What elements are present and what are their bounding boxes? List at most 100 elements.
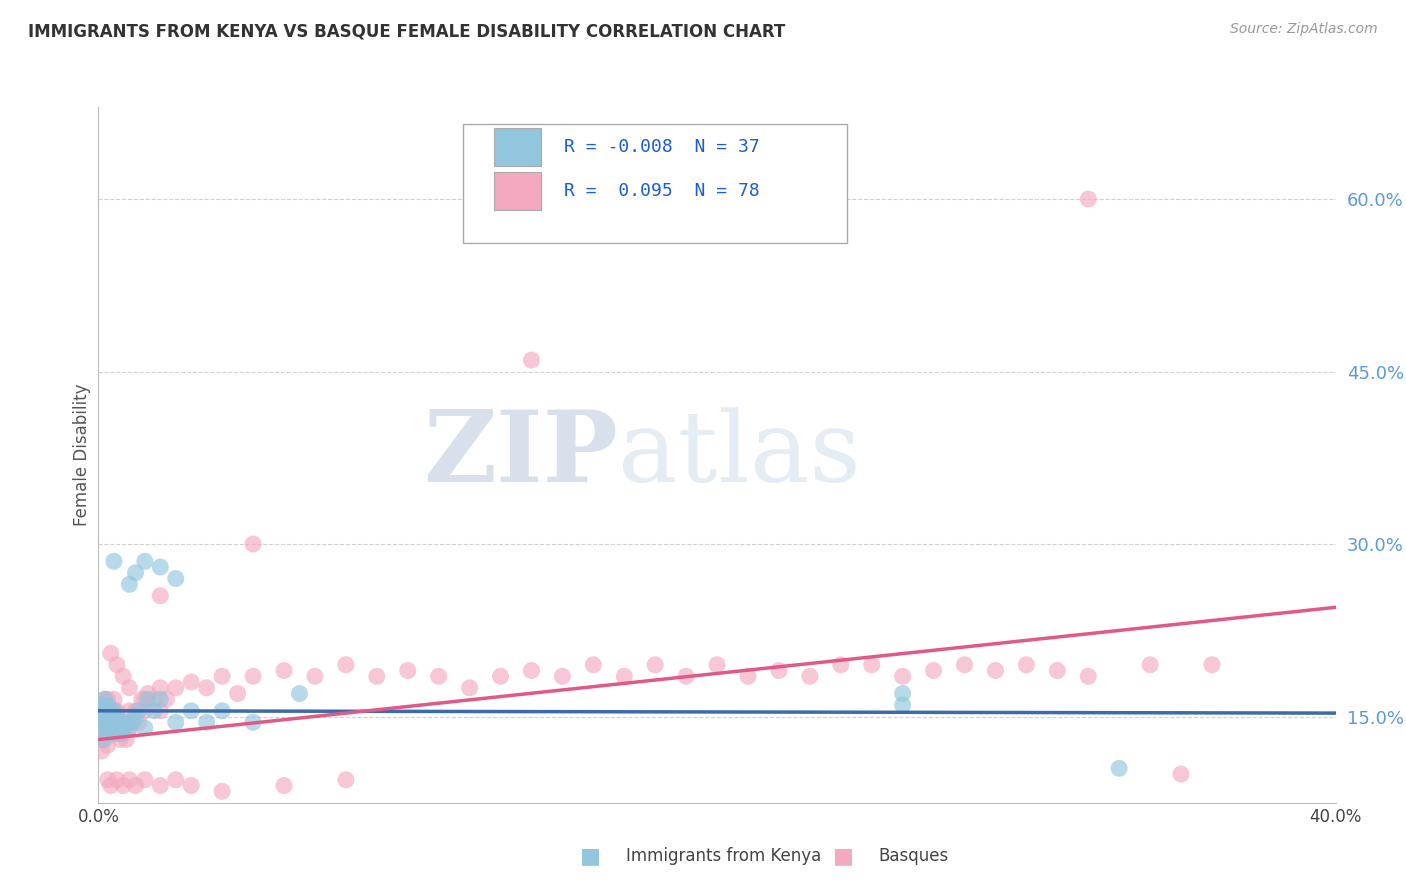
Point xyxy=(134,554,156,568)
Y-axis label: Female Disability: Female Disability xyxy=(73,384,91,526)
Point xyxy=(134,721,156,735)
Point xyxy=(613,669,636,683)
Point xyxy=(984,664,1007,678)
Point xyxy=(149,692,172,706)
Point xyxy=(97,709,120,723)
Point xyxy=(335,772,357,787)
Point xyxy=(97,739,120,753)
Point xyxy=(149,704,172,718)
Point xyxy=(136,692,159,706)
Point xyxy=(953,657,976,672)
Point xyxy=(211,784,233,798)
FancyBboxPatch shape xyxy=(464,124,846,243)
Point xyxy=(112,721,135,735)
Point xyxy=(1170,767,1192,781)
Point xyxy=(89,704,111,718)
Point xyxy=(105,772,128,787)
Point xyxy=(97,721,120,735)
Point xyxy=(115,732,138,747)
Point xyxy=(860,657,883,672)
Point xyxy=(108,715,131,730)
Point xyxy=(799,669,821,683)
FancyBboxPatch shape xyxy=(495,128,541,166)
Point xyxy=(458,681,481,695)
Point xyxy=(112,715,135,730)
Point xyxy=(180,675,202,690)
Point xyxy=(165,715,187,730)
Point xyxy=(1201,657,1223,672)
Point xyxy=(891,669,914,683)
Point xyxy=(128,715,150,730)
Point xyxy=(112,779,135,793)
Point xyxy=(737,669,759,683)
Point xyxy=(118,681,141,695)
Text: Basques: Basques xyxy=(879,847,949,865)
Point xyxy=(90,744,112,758)
Point xyxy=(93,692,115,706)
Point xyxy=(211,704,233,718)
Text: ■: ■ xyxy=(834,847,853,866)
Point xyxy=(97,772,120,787)
Point xyxy=(226,687,249,701)
Point xyxy=(108,715,131,730)
Point xyxy=(149,560,172,574)
Point xyxy=(134,772,156,787)
Point xyxy=(100,646,122,660)
Point xyxy=(124,704,146,718)
Point xyxy=(149,589,172,603)
Point xyxy=(112,669,135,683)
Point xyxy=(366,669,388,683)
Point xyxy=(830,657,852,672)
Point xyxy=(97,698,120,712)
Point xyxy=(87,715,110,730)
Point xyxy=(105,721,128,735)
Point xyxy=(891,698,914,712)
Point xyxy=(149,779,172,793)
Point xyxy=(922,664,945,678)
Text: Source: ZipAtlas.com: Source: ZipAtlas.com xyxy=(1230,22,1378,37)
Point xyxy=(551,669,574,683)
Point xyxy=(242,669,264,683)
Point xyxy=(165,681,187,695)
Point xyxy=(675,669,697,683)
Point xyxy=(195,681,218,695)
Text: ■: ■ xyxy=(581,847,600,866)
Point xyxy=(489,669,512,683)
Point xyxy=(93,692,115,706)
Point xyxy=(105,657,128,672)
Point xyxy=(149,681,172,695)
Text: IMMIGRANTS FROM KENYA VS BASQUE FEMALE DISABILITY CORRELATION CHART: IMMIGRANTS FROM KENYA VS BASQUE FEMALE D… xyxy=(28,22,786,40)
Point xyxy=(100,704,122,718)
Point xyxy=(1046,664,1069,678)
Point xyxy=(118,721,141,735)
Point xyxy=(118,772,141,787)
Point xyxy=(273,664,295,678)
Point xyxy=(1077,192,1099,206)
Point xyxy=(89,721,111,735)
Point xyxy=(1015,657,1038,672)
Point xyxy=(118,704,141,718)
Point xyxy=(103,727,125,741)
Point xyxy=(93,715,115,730)
Point xyxy=(121,715,143,730)
Point xyxy=(89,732,111,747)
Point xyxy=(112,727,135,741)
Point xyxy=(165,772,187,787)
Point xyxy=(91,732,114,747)
Point xyxy=(273,779,295,793)
Point xyxy=(134,692,156,706)
Point xyxy=(768,664,790,678)
Point xyxy=(108,727,131,741)
Point xyxy=(93,704,115,718)
Point xyxy=(103,704,125,718)
Point xyxy=(103,721,125,735)
Point xyxy=(93,732,115,747)
Point xyxy=(1077,669,1099,683)
Point xyxy=(1108,761,1130,775)
Point xyxy=(100,779,122,793)
Point xyxy=(118,577,141,591)
Point xyxy=(124,566,146,580)
Point xyxy=(103,554,125,568)
Point xyxy=(136,687,159,701)
Text: atlas: atlas xyxy=(619,407,860,503)
